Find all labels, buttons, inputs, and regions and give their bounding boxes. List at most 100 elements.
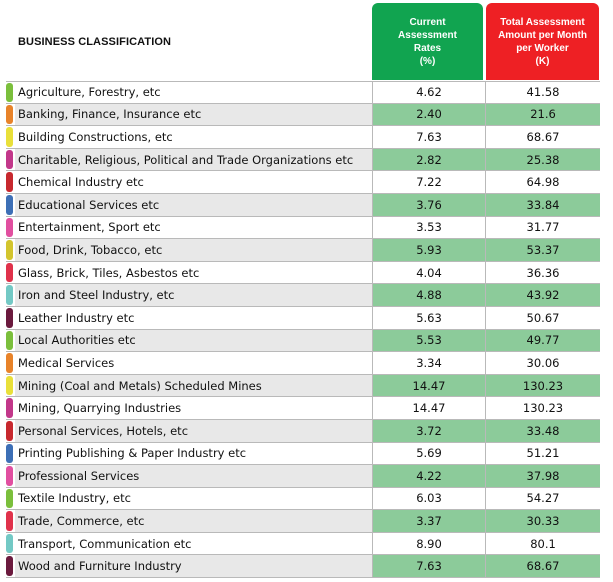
header-line: Assessment [398,29,457,41]
assessment-rate-cell: 5.93 [372,239,485,261]
category-color-bar [6,194,13,215]
category-color-bar [6,443,13,464]
business-classification-cell: Educational Services etc [15,193,372,216]
category-color-bar [6,398,13,418]
assessment-amount-cell: 130.23 [485,374,600,397]
assessment-rate-cell: 6.03 [372,487,485,510]
table-row: Leather Industry etc 5.63 50.67 [6,306,600,330]
header-line: Rates [413,42,442,54]
assessment-amount-cell: 33.84 [485,193,600,216]
assessment-rate-cell: 2.40 [372,103,485,126]
assessment-rate-cell: 3.76 [372,193,485,216]
assessment-amount-cell: 37.98 [485,465,600,487]
business-classification-cell: Mining (Coal and Metals) Scheduled Mines [15,374,372,397]
assessment-amount-cell: 33.48 [485,419,600,442]
header-line: Current [409,16,446,28]
table-row: Personal Services, Hotels, etc 3.72 33.48 [6,419,600,443]
assessment-rate-cell: 8.90 [372,532,485,555]
business-classification-cell: Building Constructions, etc [18,129,173,144]
table-row: Wood and Furniture Industry 7.63 68.67 [6,555,600,579]
header-line: Total Assessment [500,16,585,28]
table-row: Mining (Coal and Metals) Scheduled Mines… [6,374,600,398]
assessment-amount-cell: 64.98 [485,171,600,193]
assessment-rate-cell: 4.88 [372,284,485,306]
business-classification-cell: Food, Drink, Tobacco, etc [15,239,372,261]
category-color-bar [6,420,13,441]
business-classification-cell: Printing Publishing & Paper Industry etc [18,446,247,461]
category-color-bar [6,375,13,396]
business-classification-cell: Local Authorities etc [15,329,372,352]
table-row: Professional Services 4.22 37.98 [6,465,600,488]
category-color-bar [6,488,13,509]
business-classification-cell: Charitable, Religious, Political and Tra… [15,148,372,171]
header-line: per Worker [516,42,569,54]
assessment-rate-cell: 5.69 [372,442,485,465]
business-classification-cell: Wood and Furniture Industry [15,555,372,578]
assessment-rate-cell: 3.34 [372,352,485,374]
business-classification-cell: Agriculture, Forestry, etc [18,85,161,100]
assessment-amount-cell: 51.21 [485,442,600,465]
assessment-amount-cell: 36.36 [485,261,600,284]
business-classification-header: BUSINESS CLASSIFICATION [18,36,172,48]
business-classification-cell: Textile Industry, etc [18,491,131,506]
assessment-rate-cell: 3.72 [372,419,485,442]
assessment-amount-cell: 68.67 [485,555,600,578]
header-line: Amount per Month [498,29,587,41]
category-color-bar [6,149,13,170]
business-classification-cell: Entertainment, Sport etc [18,220,161,235]
assessment-rate-cell: 4.22 [372,465,485,487]
category-color-bar [6,127,13,147]
assessment-amount-cell: 43.92 [485,284,600,306]
header-line: (K) [535,55,550,67]
business-classification-cell: Banking, Finance, Insurance etc [15,103,372,126]
table-row: Educational Services etc 3.76 33.84 [6,193,600,217]
assessment-amount-cell: 53.37 [485,239,600,261]
table-row: Food, Drink, Tobacco, etc 5.93 53.37 [6,239,600,262]
table-row: Transport, Communication etc 8.90 80.1 [6,532,600,556]
business-classification-cell: Trade, Commerce, etc [15,510,372,532]
assessment-rate-cell: 3.37 [372,510,485,532]
category-color-bar [6,511,13,531]
assessment-rate-cell: 4.62 [372,82,485,103]
assessment-rate-cell: 4.04 [372,261,485,284]
assessment-amount-cell: 31.77 [485,216,600,239]
table-row: Textile Industry, etc 6.03 54.27 [6,487,600,511]
table-row: Agriculture, Forestry, etc 4.62 41.58 [6,81,600,104]
assessment-amount-cell: 68.67 [485,126,600,148]
table-row: Printing Publishing & Paper Industry etc… [6,442,600,466]
business-classification-cell: Leather Industry etc [18,310,135,325]
current-assessment-rates-header: Current Assessment Rates (%) [372,3,483,80]
category-color-bar [6,307,13,328]
business-classification-cell: Glass, Brick, Tiles, Asbestos etc [18,265,200,280]
assessment-amount-cell: 41.58 [485,82,600,103]
business-classification-cell: Chemical Industry etc [18,175,144,190]
assessment-rate-cell: 14.47 [372,397,485,419]
category-color-bar [6,104,13,125]
table-row: Chemical Industry etc 7.22 64.98 [6,171,600,194]
assessment-amount-cell: 54.27 [485,487,600,510]
category-color-bar [6,353,13,373]
category-color-bar [6,172,13,192]
category-color-bar [6,240,13,260]
total-assessment-amount-header: Total Assessment Amount per Month per Wo… [486,3,599,80]
table-row: Banking, Finance, Insurance etc 2.40 21.6 [6,103,600,127]
assessment-amount-cell: 50.67 [485,306,600,329]
assessment-rate-cell: 2.82 [372,148,485,171]
business-classification-cell: Personal Services, Hotels, etc [15,419,372,442]
table-row: Local Authorities etc 5.53 49.77 [6,329,600,353]
table-row: Charitable, Religious, Political and Tra… [6,148,600,172]
assessment-rate-cell: 7.63 [372,555,485,578]
header-line: (%) [419,55,436,67]
category-color-bar [6,262,13,283]
table-row: Glass, Brick, Tiles, Asbestos etc 4.04 36.… [6,261,600,285]
table-row: Medical Services 3.34 30.06 [6,352,600,375]
table-body: Agriculture, Forestry, etc 4.62 41.58 Banki… [6,81,600,579]
assessment-rate-cell: 7.63 [372,126,485,148]
business-classification-cell: Iron and Steel Industry, etc [15,284,372,306]
business-classification-cell: Professional Services [15,465,372,487]
assessment-rate-cell: 7.22 [372,171,485,193]
assessment-amount-cell: 30.06 [485,352,600,374]
assessment-amount-cell: 25.38 [485,148,600,171]
assessment-rate-cell: 5.53 [372,329,485,352]
